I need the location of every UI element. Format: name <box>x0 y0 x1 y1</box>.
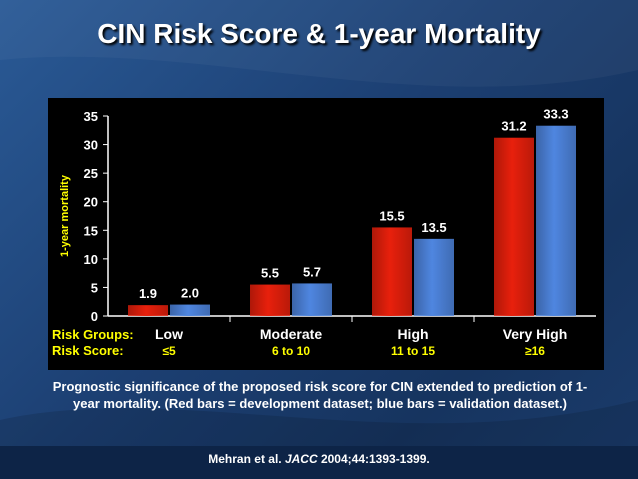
slide-title: CIN Risk Score & 1-year Mortality <box>97 18 541 49</box>
risk-score-label: 11 to 15 <box>391 344 435 358</box>
bar <box>372 227 412 316</box>
data-label: 31.2 <box>501 119 526 134</box>
citation-authors: Mehran et al. <box>208 452 285 466</box>
y-tick-label: 10 <box>84 252 98 267</box>
data-label: 1.9 <box>139 286 157 301</box>
bar <box>128 305 168 316</box>
category-label: Moderate <box>260 326 322 342</box>
risk-groups-row-label: Risk Groups: <box>52 327 134 342</box>
footer-bar <box>0 446 638 479</box>
category-label: Very High <box>503 326 568 342</box>
y-tick-label: 0 <box>91 309 98 324</box>
data-label: 5.7 <box>303 264 321 279</box>
bar <box>292 283 332 316</box>
risk-score-label: ≥16 <box>525 344 545 358</box>
data-label: 15.5 <box>379 208 404 223</box>
citation-journal: JACC <box>284 452 318 466</box>
y-tick-label: 15 <box>84 223 98 238</box>
bar <box>494 137 534 316</box>
figure-caption: Prognostic significance of the proposed … <box>52 379 588 411</box>
data-label: 5.5 <box>261 266 279 281</box>
bar <box>250 284 290 316</box>
category-label: Low <box>155 326 183 342</box>
data-label: 2.0 <box>181 286 199 301</box>
y-tick-label: 35 <box>84 109 98 124</box>
y-tick-label: 5 <box>91 280 98 295</box>
data-label: 13.5 <box>421 220 446 235</box>
risk-score-label: ≤5 <box>162 344 176 358</box>
risk-score-row-label: Risk Score: <box>52 343 124 358</box>
bar-chart: 0 5 10 15 20 25 30 35 1-year mortality 1.9 2.0 Low ≤… <box>52 107 596 358</box>
y-axis-label: 1-year mortality <box>59 174 71 257</box>
bar <box>170 304 210 316</box>
bar <box>414 238 454 316</box>
data-label: 33.3 <box>543 107 568 122</box>
citation: Mehran et al. JACC 2004;44:1393-1399. <box>0 452 638 466</box>
bar <box>536 125 576 316</box>
y-tick-label: 25 <box>84 166 98 181</box>
y-tick-label: 30 <box>84 138 98 153</box>
y-tick-label: 20 <box>84 195 98 210</box>
chart-panel: 0 5 10 15 20 25 30 35 1-year mortality 1.9 2.0 Low ≤… <box>48 98 604 370</box>
risk-score-label: 6 to 10 <box>272 344 310 358</box>
citation-details: 2004;44:1393-1399. <box>317 452 430 466</box>
category-label: High <box>397 326 428 342</box>
